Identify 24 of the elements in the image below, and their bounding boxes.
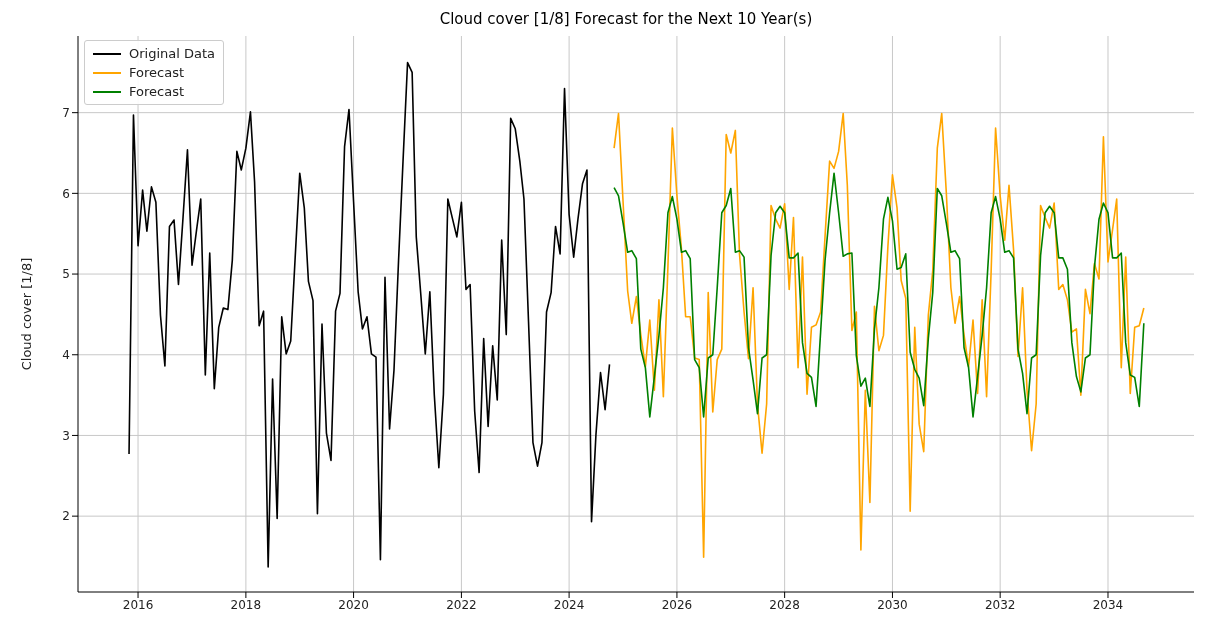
chart-title: Cloud cover [1/8] Forecast for the Next 10 Year(s) <box>438 9 814 30</box>
line-series <box>613 112 1145 559</box>
line-series <box>613 172 1145 418</box>
y-tick-label: 6 <box>62 186 70 201</box>
y-tick-label: 3 <box>62 428 70 443</box>
y-axis-title: Cloud cover [1/8] <box>18 257 34 371</box>
y-tick-label: 7 <box>62 105 70 120</box>
legend-label: Forecast <box>129 83 185 101</box>
x-tick-label: 2034 <box>1092 597 1124 612</box>
x-tick-label: 2018 <box>230 597 262 612</box>
x-tick-label: 2032 <box>984 597 1016 612</box>
x-tick-label: 2030 <box>877 597 908 612</box>
x-tick-label: 2020 <box>338 597 369 612</box>
x-tick-label: 2028 <box>769 597 800 612</box>
x-tick-label: 2016 <box>122 597 154 612</box>
x-tick-label: 2026 <box>661 597 693 612</box>
x-tick-label: 2022 <box>446 597 477 612</box>
y-tick-label: 2 <box>62 509 70 524</box>
y-tick-label: 4 <box>62 348 70 363</box>
line-series <box>128 61 611 568</box>
legend-label: Original Data <box>129 45 216 63</box>
legend-label: Forecast <box>129 64 185 82</box>
y-tick-label: 5 <box>62 267 70 282</box>
x-tick-label: 2024 <box>553 597 585 612</box>
